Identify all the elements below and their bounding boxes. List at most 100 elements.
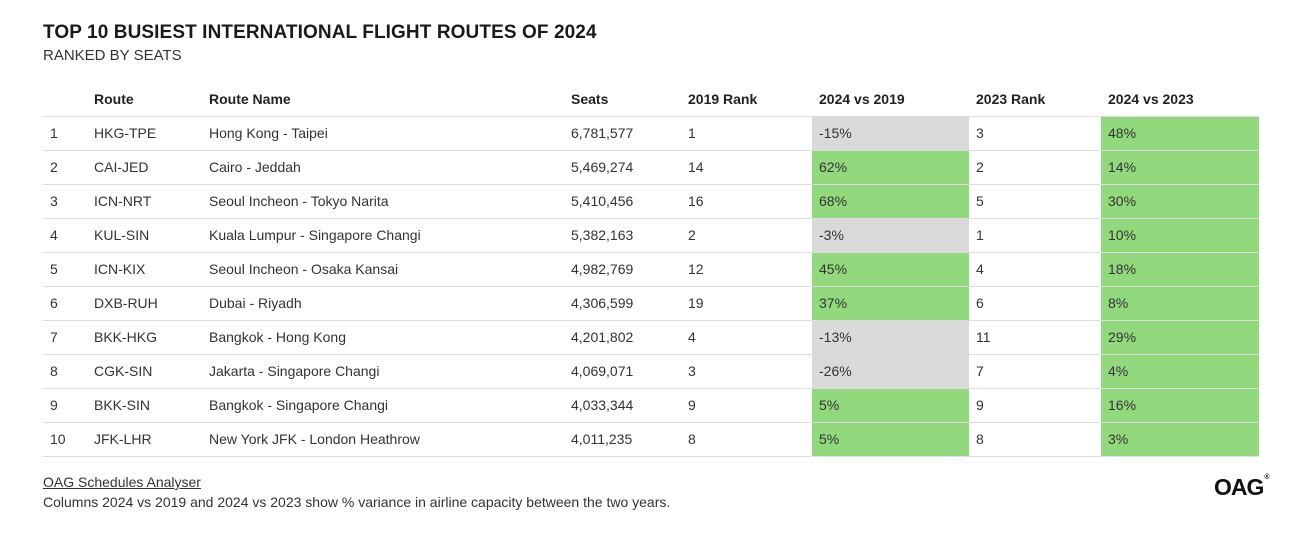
cell-2023-rank: 11	[969, 320, 1101, 355]
cell-rank: 1	[43, 116, 87, 151]
cell-2019-rank: 3	[681, 354, 812, 389]
cell-2019-rank: 9	[681, 388, 812, 423]
table-row: 8 CGK-SIN Jakarta - Singapore Changi 4,069,…	[43, 354, 1259, 389]
cell-2024-vs-2019: 5%	[812, 422, 969, 457]
table-row: 4 KUL-SIN Kuala Lumpur - Singapore Changi 5…	[43, 218, 1259, 253]
source-link[interactable]: OAG Schedules Analyser	[43, 474, 201, 490]
cell-route: BKK-HKG	[87, 320, 202, 355]
cell-route: KUL-SIN	[87, 218, 202, 253]
cell-seats: 4,306,599	[564, 286, 681, 321]
table-header-row: Route Route Name Seats 2019 Rank 2024 vs 201…	[43, 82, 1259, 117]
cell-rank: 5	[43, 252, 87, 287]
cell-rank: 8	[43, 354, 87, 389]
cell-2024-vs-2019: 45%	[812, 252, 969, 287]
cell-rank: 7	[43, 320, 87, 355]
cell-rank: 3	[43, 184, 87, 219]
table-row: 7 BKK-HKG Bangkok - Hong Kong 4,201,802 4 -13…	[43, 320, 1259, 355]
cell-route-name: Jakarta - Singapore Changi	[202, 354, 564, 389]
column-header-2024-vs-2019: 2024 vs 2019	[812, 82, 969, 117]
cell-route-name: New York JFK - London Heathrow	[202, 422, 564, 457]
cell-seats: 4,033,344	[564, 388, 681, 423]
column-header-route: Route	[87, 82, 202, 117]
cell-2024-vs-2019: -13%	[812, 320, 969, 355]
cell-2019-rank: 4	[681, 320, 812, 355]
cell-2024-vs-2023: 8%	[1101, 286, 1259, 321]
column-header-2023-rank: 2023 Rank	[969, 82, 1101, 117]
cell-rank: 9	[43, 388, 87, 423]
cell-route-name: Cairo - Jeddah	[202, 150, 564, 185]
cell-route: CAI-JED	[87, 150, 202, 185]
table-row: 9 BKK-SIN Bangkok - Singapore Changi 4,033,…	[43, 388, 1259, 423]
cell-2023-rank: 5	[969, 184, 1101, 219]
cell-2023-rank: 1	[969, 218, 1101, 253]
cell-2024-vs-2023: 18%	[1101, 252, 1259, 287]
cell-2024-vs-2019: 37%	[812, 286, 969, 321]
cell-2024-vs-2019: -3%	[812, 218, 969, 253]
cell-route-name: Seoul Incheon - Tokyo Narita	[202, 184, 564, 219]
footnote: Columns 2024 vs 2019 and 2024 vs 2023 sh…	[43, 494, 671, 510]
cell-2023-rank: 4	[969, 252, 1101, 287]
cell-route: CGK-SIN	[87, 354, 202, 389]
column-header-seats: Seats	[564, 82, 681, 117]
cell-2024-vs-2023: 14%	[1101, 150, 1259, 185]
cell-2024-vs-2023: 30%	[1101, 184, 1259, 219]
cell-route: BKK-SIN	[87, 388, 202, 423]
cell-rank: 2	[43, 150, 87, 185]
cell-seats: 4,201,802	[564, 320, 681, 355]
cell-2019-rank: 16	[681, 184, 812, 219]
cell-seats: 4,982,769	[564, 252, 681, 287]
table-row: 1 HKG-TPE Hong Kong - Taipei 6,781,577 1 -15%…	[43, 116, 1259, 151]
cell-seats: 4,011,235	[564, 422, 681, 457]
cell-2023-rank: 3	[969, 116, 1101, 151]
oag-logo: OAG®	[1214, 474, 1270, 501]
table-row: 3 ICN-NRT Seoul Incheon - Tokyo Narita 5,41…	[43, 184, 1259, 219]
cell-2023-rank: 2	[969, 150, 1101, 185]
table-row: 10 JFK-LHR New York JFK - London Heathrow 4…	[43, 422, 1259, 457]
cell-2019-rank: 19	[681, 286, 812, 321]
table-row: 2 CAI-JED Cairo - Jeddah 5,469,274 14 62% 2 14%	[43, 150, 1259, 185]
cell-2024-vs-2019: 5%	[812, 388, 969, 423]
table-row: 6 DXB-RUH Dubai - Riyadh 4,306,599 19 37% 6 8%	[43, 286, 1259, 321]
cell-route-name: Bangkok - Hong Kong	[202, 320, 564, 355]
cell-route: HKG-TPE	[87, 116, 202, 151]
table-body: 1 HKG-TPE Hong Kong - Taipei 6,781,577 1 -15%…	[43, 116, 1259, 457]
page-title: TOP 10 BUSIEST INTERNATIONAL FLIGHT ROUT…	[43, 22, 597, 43]
cell-rank: 10	[43, 422, 87, 457]
logo-text: OAG	[1214, 474, 1264, 500]
cell-seats: 5,382,163	[564, 218, 681, 253]
cell-seats: 4,069,071	[564, 354, 681, 389]
cell-rank: 6	[43, 286, 87, 321]
cell-2024-vs-2019: 62%	[812, 150, 969, 185]
cell-2024-vs-2019: -15%	[812, 116, 969, 151]
cell-2019-rank: 8	[681, 422, 812, 457]
cell-2024-vs-2023: 29%	[1101, 320, 1259, 355]
cell-2023-rank: 9	[969, 388, 1101, 423]
cell-route-name: Kuala Lumpur - Singapore Changi	[202, 218, 564, 253]
cell-seats: 5,469,274	[564, 150, 681, 185]
cell-route-name: Bangkok - Singapore Changi	[202, 388, 564, 423]
cell-2019-rank: 2	[681, 218, 812, 253]
cell-route: JFK-LHR	[87, 422, 202, 457]
cell-route: ICN-KIX	[87, 252, 202, 287]
cell-route: ICN-NRT	[87, 184, 202, 219]
column-header-route-name: Route Name	[202, 82, 564, 117]
cell-2023-rank: 6	[969, 286, 1101, 321]
page-subtitle: RANKED BY SEATS	[43, 47, 182, 64]
routes-table: Route Route Name Seats 2019 Rank 2024 vs 201…	[43, 82, 1259, 457]
cell-2023-rank: 7	[969, 354, 1101, 389]
column-header-rank	[43, 82, 87, 117]
cell-2024-vs-2019: -26%	[812, 354, 969, 389]
cell-route: DXB-RUH	[87, 286, 202, 321]
cell-2024-vs-2023: 4%	[1101, 354, 1259, 389]
cell-2024-vs-2023: 48%	[1101, 116, 1259, 151]
cell-seats: 6,781,577	[564, 116, 681, 151]
cell-2019-rank: 1	[681, 116, 812, 151]
cell-2019-rank: 12	[681, 252, 812, 287]
column-header-2019-rank: 2019 Rank	[681, 82, 812, 117]
cell-2024-vs-2023: 16%	[1101, 388, 1259, 423]
cell-route-name: Seoul Incheon - Osaka Kansai	[202, 252, 564, 287]
cell-2023-rank: 8	[969, 422, 1101, 457]
cell-2024-vs-2023: 3%	[1101, 422, 1259, 457]
cell-2024-vs-2019: 68%	[812, 184, 969, 219]
cell-route-name: Dubai - Riyadh	[202, 286, 564, 321]
